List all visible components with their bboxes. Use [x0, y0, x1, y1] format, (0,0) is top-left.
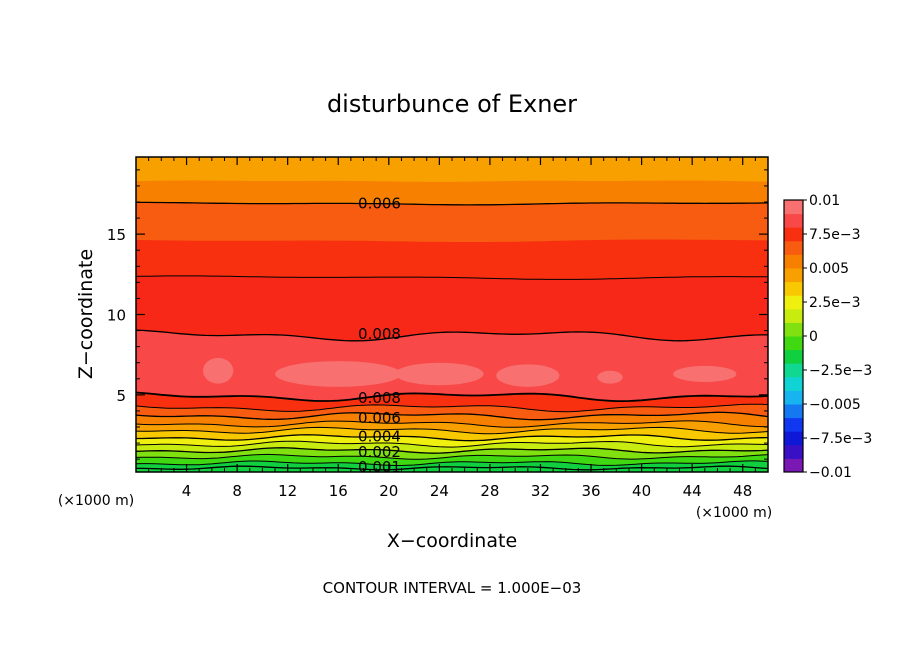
colorbar-labels: 0.01 7.5e−3 0.005 2.5e−3 0 −2.5e−3 −0.005 −7.5e… [803, 193, 872, 481]
x-tick-label: 48 [733, 482, 752, 500]
highlight-patch [597, 370, 623, 384]
contour-label: 0.008 [358, 389, 401, 407]
contour-label: 0.002 [358, 443, 401, 461]
plot-area [136, 157, 768, 472]
contour-line [136, 420, 768, 428]
colorbar [783, 199, 804, 473]
contour-line [136, 434, 768, 442]
contour-line [136, 403, 768, 413]
x-tick-label: 44 [683, 482, 702, 500]
highlight-patches [202, 357, 737, 387]
x-axis-ticks: 4 8 12 16 20 24 28 32 36 40 44 48 [148, 157, 756, 500]
colorbar-segment [784, 213, 803, 228]
contour-line [136, 453, 768, 460]
contour-line [136, 426, 768, 435]
colorbar-segment [784, 227, 803, 242]
x-tick-label: 8 [232, 482, 242, 500]
contour-interval-footer: CONTOUR INTERVAL = 1.000E−03 [323, 579, 582, 597]
colorbar-label: −0.005 [809, 397, 861, 413]
colorbar-segment [784, 458, 803, 473]
colorbar-segment [784, 281, 803, 296]
x-unit-label: (×1000 m) [696, 505, 772, 521]
y-tick-label: 10 [107, 307, 126, 325]
y-unit-label: (×1000 m) [58, 493, 134, 509]
colorbar-label: 0 [809, 329, 818, 345]
chart-title: disturbunce of Exner [327, 90, 577, 118]
x-tick-label: 28 [480, 482, 499, 500]
colorbar-label: 0.01 [809, 193, 840, 209]
highlight-patch [275, 361, 402, 387]
colorbar-segment [784, 417, 803, 432]
colorbar-segment [784, 268, 803, 283]
contour-line [136, 440, 768, 448]
contour-label: 0.004 [358, 428, 401, 446]
contour-line [136, 465, 768, 471]
colorbar-label: −0.01 [809, 465, 852, 481]
colorbar-label: −2.5e−3 [809, 363, 872, 379]
colorbar-segment [784, 336, 803, 351]
colorbar-label: 0.005 [809, 261, 849, 277]
contour-label: 0.006 [358, 195, 401, 213]
colorbar-segment [784, 308, 803, 323]
colorbar-segment [784, 390, 803, 405]
colorbar-label: −7.5e−3 [809, 431, 872, 447]
contour-label: 0.006 [358, 409, 401, 427]
highlight-patch [496, 364, 560, 387]
contour-lines [136, 201, 768, 471]
x-tick-label: 20 [379, 482, 398, 500]
colorbar-segment [784, 254, 803, 269]
y-tick-label: 15 [107, 226, 126, 244]
contour-label: 0.001 [358, 458, 401, 476]
y-tick-label: 5 [116, 387, 126, 405]
contour-line [136, 411, 768, 421]
colorbar-segment [784, 444, 803, 459]
colorbar-label: 7.5e−3 [809, 227, 861, 243]
contour-line [136, 391, 768, 403]
colorbar-segment [784, 376, 803, 391]
contour-line [136, 201, 768, 206]
highlight-patch [202, 357, 234, 384]
colorbar-segment [784, 349, 803, 364]
contour-line [136, 275, 768, 280]
x-tick-label: 40 [632, 482, 651, 500]
colorbar-segment [784, 404, 803, 419]
contour-line [136, 447, 768, 454]
colorbar-segment [784, 363, 803, 378]
highlight-patch [395, 362, 484, 386]
highlight-patch [673, 365, 737, 383]
contour-line [136, 460, 768, 466]
x-tick-label: 36 [581, 482, 600, 500]
x-tick-label: 4 [182, 482, 192, 500]
contour-label: 0.008 [358, 325, 401, 343]
x-tick-label: 16 [329, 482, 348, 500]
contour-line [136, 329, 768, 342]
colorbar-segment [784, 200, 803, 215]
y-axis-ticks: 5 10 15 [107, 169, 768, 460]
colorbar-segment [784, 240, 803, 255]
colorbar-segment [784, 322, 803, 337]
x-axis-label: X−coordinate [387, 530, 517, 552]
x-tick-label: 32 [531, 482, 550, 500]
colorbar-label: 2.5e−3 [809, 295, 861, 311]
y-axis-label: Z−coordinate [75, 249, 97, 379]
colorbar-segment [784, 431, 803, 446]
x-tick-label: 12 [278, 482, 297, 500]
colorbar-segment [784, 295, 803, 310]
x-tick-label: 24 [430, 482, 449, 500]
